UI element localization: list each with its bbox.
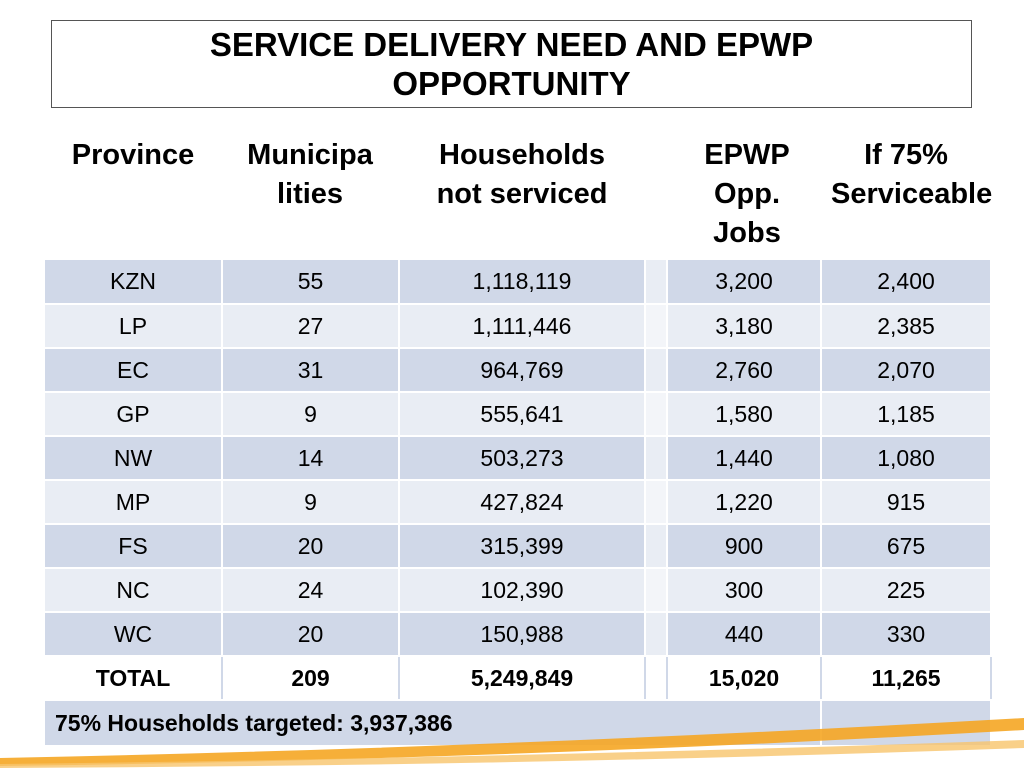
header-epwp-jobs: EPWP Opp. Jobs <box>704 139 790 249</box>
spacer-cell <box>645 656 668 701</box>
spacer-cell <box>645 260 668 305</box>
cell-epwp: 3,180 <box>667 304 822 349</box>
cell-municipalities: 9 <box>222 392 400 437</box>
page-title: SERVICE DELIVERY NEED AND EPWP OPPORTUNI… <box>209 26 814 102</box>
table-row: NC 24 102,390 300 225 <box>45 568 992 613</box>
footer-empty-cell <box>821 700 992 747</box>
cell-households: 964,769 <box>399 348 646 393</box>
cell-epwp: 15,020 <box>667 656 822 701</box>
cell-municipalities: 27 <box>222 304 400 349</box>
cell-municipalities: 9 <box>222 480 400 525</box>
cell-epwp: 3,200 <box>667 260 822 305</box>
cell-province: TOTAL <box>45 656 223 701</box>
cell-households: 315,399 <box>399 524 646 569</box>
decorative-swoosh <box>0 718 1024 768</box>
spacer-cell <box>645 392 668 437</box>
table-row: FS 20 315,399 900 675 <box>45 524 992 569</box>
spacer-cell <box>645 436 668 481</box>
cell-province: LP <box>45 304 223 349</box>
header-serviceable: If 75% Serviceable <box>831 139 993 210</box>
cell-serviceable: 2,070 <box>821 348 992 393</box>
cell-households: 102,390 <box>399 568 646 613</box>
cell-serviceable: 11,265 <box>821 656 992 701</box>
cell-epwp: 1,220 <box>667 480 822 525</box>
cell-province: NW <box>45 436 223 481</box>
cell-epwp: 900 <box>667 524 822 569</box>
cell-households: 503,273 <box>399 436 646 481</box>
cell-serviceable: 675 <box>821 524 992 569</box>
footer-row: 75% Households targeted: 3,937,386 <box>45 700 992 747</box>
title-box: SERVICE DELIVERY NEED AND EPWP OPPORTUNI… <box>51 20 972 108</box>
header-province: Province <box>71 139 195 171</box>
cell-province: FS <box>45 524 223 569</box>
cell-serviceable: 1,185 <box>821 392 992 437</box>
spacer-cell <box>645 568 668 613</box>
cell-municipalities: 20 <box>222 612 400 657</box>
cell-epwp: 440 <box>667 612 822 657</box>
cell-municipalities: 14 <box>222 436 400 481</box>
cell-province: GP <box>45 392 223 437</box>
cell-municipalities: 209 <box>222 656 400 701</box>
cell-serviceable: 225 <box>821 568 992 613</box>
header-municipalities: Municipa lities <box>247 139 373 210</box>
cell-households: 150,988 <box>399 612 646 657</box>
cell-households: 1,111,446 <box>399 304 646 349</box>
cell-municipalities: 55 <box>222 260 400 305</box>
cell-epwp: 300 <box>667 568 822 613</box>
spacer-cell <box>645 524 668 569</box>
spacer-cell <box>645 348 668 393</box>
table-row: EC 31 964,769 2,760 2,070 <box>45 348 992 393</box>
data-table: KZN 55 1,118,119 3,200 2,400 LP 27 1,111,446 3,1… <box>45 260 992 747</box>
cell-serviceable: 2,400 <box>821 260 992 305</box>
table-row: MP 9 427,824 1,220 915 <box>45 480 992 525</box>
spacer-cell <box>645 612 668 657</box>
cell-epwp: 1,440 <box>667 436 822 481</box>
cell-municipalities: 24 <box>222 568 400 613</box>
cell-province: EC <box>45 348 223 393</box>
cell-province: NC <box>45 568 223 613</box>
table-row: NW 14 503,273 1,440 1,080 <box>45 436 992 481</box>
table-row: KZN 55 1,118,119 3,200 2,400 <box>45 260 992 305</box>
table-row: GP 9 555,641 1,580 1,185 <box>45 392 992 437</box>
cell-epwp: 1,580 <box>667 392 822 437</box>
cell-province: WC <box>45 612 223 657</box>
cell-households: 1,118,119 <box>399 260 646 305</box>
spacer-cell <box>645 304 668 349</box>
header-households: Households not serviced <box>436 139 608 210</box>
cell-serviceable: 330 <box>821 612 992 657</box>
cell-households: 5,249,849 <box>399 656 646 701</box>
cell-municipalities: 31 <box>222 348 400 393</box>
spacer-cell <box>645 480 668 525</box>
cell-households: 427,824 <box>399 480 646 525</box>
table-header: Province Municipa lities Households not … <box>45 136 993 260</box>
cell-households: 555,641 <box>399 392 646 437</box>
total-row: TOTAL 209 5,249,849 15,020 11,265 <box>45 656 992 701</box>
cell-serviceable: 915 <box>821 480 992 525</box>
table-row: WC 20 150,988 440 330 <box>45 612 992 657</box>
cell-municipalities: 20 <box>222 524 400 569</box>
table-row: LP 27 1,111,446 3,180 2,385 <box>45 304 992 349</box>
cell-epwp: 2,760 <box>667 348 822 393</box>
cell-province: KZN <box>45 260 223 305</box>
cell-serviceable: 1,080 <box>821 436 992 481</box>
cell-province: MP <box>45 480 223 525</box>
cell-serviceable: 2,385 <box>821 304 992 349</box>
